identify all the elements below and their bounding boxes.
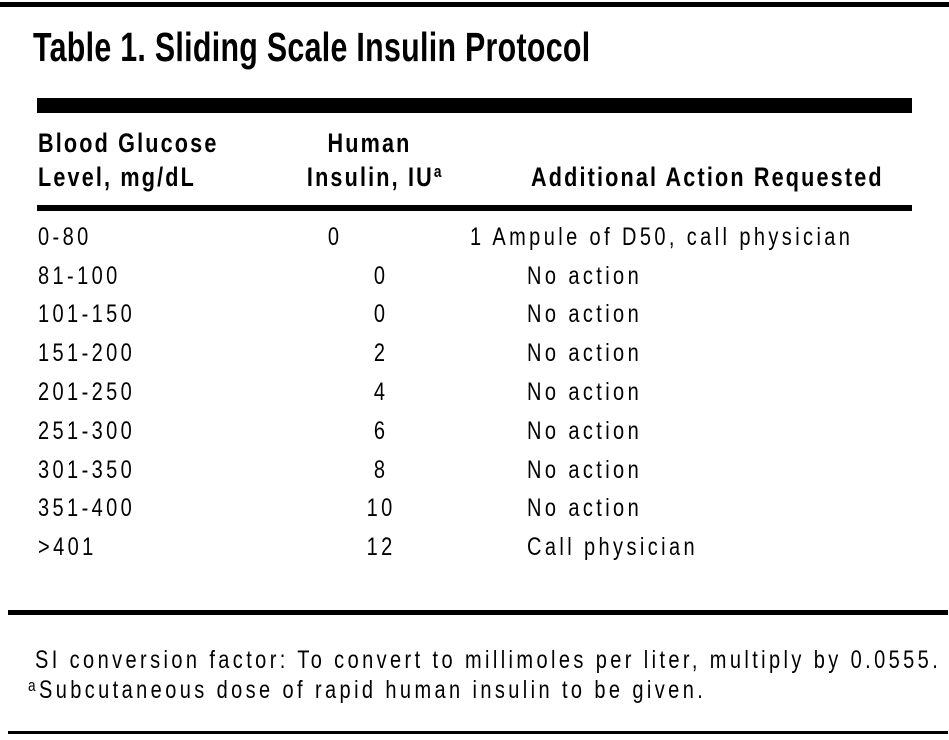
header-col2-line2: Insulin, IUa — [306, 162, 443, 192]
table-row: 101-150 0 No action — [0, 296, 949, 335]
insulin-dose: 0 — [373, 261, 389, 290]
table-row: 81-100 0 No action — [0, 257, 949, 296]
glucose-range: >401 — [38, 533, 97, 562]
additional-action: No action — [527, 339, 643, 368]
insulin-dose: 0 — [373, 300, 389, 329]
table-body: 0-80 0 1 Ampule of D50, call physician 8… — [0, 218, 949, 567]
table-row: 151-200 2 No action — [0, 334, 949, 373]
insulin-dose: 12 — [366, 533, 396, 562]
header-col1-line1: Blood Glucose — [38, 128, 219, 158]
header-col3-text: Additional Action Requested — [531, 162, 884, 192]
additional-action: No action — [527, 416, 643, 445]
footnote-a: aSubcutaneous dose of rapid human insuli… — [28, 675, 949, 708]
glucose-range: 81-100 — [38, 261, 121, 290]
footer-divider-rule — [8, 610, 948, 615]
table-title: Table 1. Sliding Scale Insulin Protocol — [33, 24, 786, 70]
insulin-dose: 0 — [327, 222, 342, 251]
additional-action: No action — [527, 261, 643, 290]
column-header-blood-glucose: Blood Glucose Level, mg/dL — [38, 126, 264, 194]
insulin-dose: 2 — [373, 339, 389, 368]
header-divider-rule — [37, 205, 912, 211]
table-title-text: Table 1. Sliding Scale Insulin Protocol — [33, 24, 591, 70]
table-row: 0-80 0 1 Ampule of D50, call physician — [0, 218, 949, 257]
column-header-human-insulin: Human Insulin, IUa — [290, 126, 450, 198]
bottom-rule — [8, 731, 948, 734]
insulin-dose: 6 — [373, 416, 389, 445]
header-col2-line1: Human — [327, 128, 412, 158]
si-conversion-note: SI conversion factor: To convert to mill… — [28, 645, 949, 675]
table-row: 301-350 8 No action — [0, 451, 949, 490]
insulin-dose: 4 — [373, 378, 389, 407]
additional-action: No action — [527, 378, 643, 407]
glucose-range: 351-400 — [38, 494, 136, 523]
glucose-range: 251-300 — [38, 416, 136, 445]
glucose-range: 201-250 — [38, 378, 136, 407]
header-col2-footnote-marker: a — [433, 162, 443, 181]
insulin-dose: 8 — [373, 455, 389, 484]
additional-action: Call physician — [527, 533, 698, 562]
column-header-additional-action: Additional Action Requested — [531, 160, 949, 194]
table-row: 251-300 6 No action — [0, 412, 949, 451]
glucose-range: 301-350 — [38, 455, 136, 484]
insulin-dose: 10 — [366, 494, 396, 523]
glucose-range: 151-200 — [38, 339, 136, 368]
header-col1-line2: Level, mg/dL — [38, 162, 196, 192]
top-rule — [0, 2, 949, 7]
table-footnotes: SI conversion factor: To convert to mill… — [28, 645, 949, 708]
table-row: 351-400 10 No action — [0, 490, 949, 529]
footnote-a-text: aSubcutaneous dose of rapid human insuli… — [28, 676, 707, 704]
additional-action: No action — [527, 300, 643, 329]
additional-action: 1 Ampule of D50, call physician — [469, 222, 854, 251]
additional-action: No action — [527, 455, 643, 484]
glucose-range: 101-150 — [38, 300, 136, 329]
additional-action: No action — [527, 494, 643, 523]
footnote-a-marker: a — [28, 676, 39, 695]
si-conversion-text: SI conversion factor: To convert to mill… — [35, 646, 942, 674]
table-row: >401 12 Call physician — [0, 528, 949, 567]
table-row: 201-250 4 No action — [0, 373, 949, 412]
title-divider-rule — [37, 98, 912, 113]
glucose-range: 0-80 — [38, 222, 92, 251]
